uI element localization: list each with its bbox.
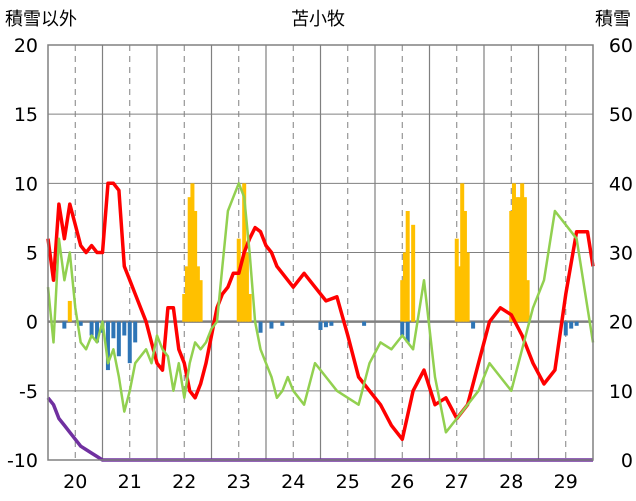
orange-bar — [509, 211, 514, 322]
orange-bar — [460, 183, 465, 322]
right-tick-label: 50 — [609, 104, 633, 126]
blue-bar — [105, 321, 110, 371]
x-tick-label: 28 — [499, 471, 523, 493]
orange-bar — [244, 252, 249, 322]
right-tick-label: 30 — [609, 243, 633, 265]
orange-bar — [198, 280, 203, 322]
orange-bar — [411, 224, 416, 322]
right-tick-label: 10 — [609, 381, 633, 403]
blue-bar — [133, 321, 138, 343]
plot-frame — [47, 44, 594, 461]
orange-bar — [402, 252, 407, 322]
orange-bar — [514, 197, 519, 322]
orange-bar — [195, 266, 200, 322]
left-tick-label: 5 — [26, 243, 38, 265]
chart-title: 苫小牧 — [291, 9, 345, 30]
orange-bar — [462, 211, 467, 322]
bars — [62, 183, 579, 371]
x-tick-label: 22 — [172, 471, 196, 493]
blue-bar — [405, 321, 410, 343]
x-tick-label: 25 — [336, 471, 360, 493]
blue-bar — [95, 321, 100, 343]
orange-bar — [517, 197, 522, 322]
blue-bar — [258, 321, 263, 333]
blue-bar — [318, 321, 323, 330]
left-tick-label: 10 — [14, 173, 38, 195]
blue-bar — [400, 321, 405, 336]
right-tick-label: 0 — [621, 450, 633, 472]
right-axis-label: 積雪 — [595, 9, 631, 30]
orange-bar — [184, 266, 189, 322]
right-tick-label: 20 — [609, 312, 633, 334]
x-tick-label: 21 — [118, 471, 142, 493]
blue-bar — [62, 321, 67, 329]
orange-bar — [400, 280, 405, 322]
orange-bar — [457, 266, 462, 322]
orange-bar — [187, 197, 192, 322]
orange-bar — [239, 266, 244, 322]
orange-bar — [193, 211, 198, 322]
orange-bar — [236, 238, 241, 322]
left-axis-label: 積雪以外 — [5, 9, 77, 30]
blue-bar — [116, 321, 121, 357]
left-tick-label: 20 — [14, 35, 38, 57]
x-tick-label: 20 — [63, 471, 87, 493]
orange-bar — [465, 252, 470, 322]
x-tick-label: 27 — [445, 471, 469, 493]
x-tick-label: 26 — [390, 471, 414, 493]
blue-bar — [569, 321, 574, 329]
blue-bar — [269, 321, 274, 329]
blue-bar — [122, 321, 127, 336]
orange-bar — [67, 300, 72, 322]
right-tick-label: 60 — [609, 35, 633, 57]
blue-bar — [127, 321, 132, 364]
orange-bar — [520, 183, 525, 322]
blue-bar — [323, 321, 328, 328]
orange-bar — [525, 280, 530, 322]
orange-bar — [511, 183, 516, 322]
left-tick-label: 15 — [14, 104, 38, 126]
blue-bar — [574, 321, 579, 326]
left-tick-label: -10 — [7, 450, 38, 472]
x-tick-label: 24 — [281, 471, 305, 493]
green-line — [46, 182, 595, 434]
orange-bar — [522, 197, 527, 322]
orange-bar — [182, 294, 187, 322]
blue-bar — [362, 321, 367, 326]
orange-bar — [190, 183, 195, 322]
left-tick-label: 0 — [26, 312, 38, 334]
x-tick-label: 23 — [227, 471, 251, 493]
blue-bar — [89, 321, 94, 336]
x-tick-label: 29 — [554, 471, 578, 493]
left-tick-label: -5 — [19, 381, 38, 403]
orange-bar — [454, 238, 459, 322]
blue-bar — [111, 321, 116, 339]
blue-bar — [471, 321, 476, 329]
orange-bar — [247, 294, 252, 322]
blue-bar — [280, 321, 285, 326]
blue-bar — [78, 321, 83, 326]
right-tick-label: 40 — [609, 173, 633, 195]
orange-bar — [405, 211, 410, 322]
blue-bar — [329, 321, 334, 326]
blue-bar — [563, 321, 568, 336]
